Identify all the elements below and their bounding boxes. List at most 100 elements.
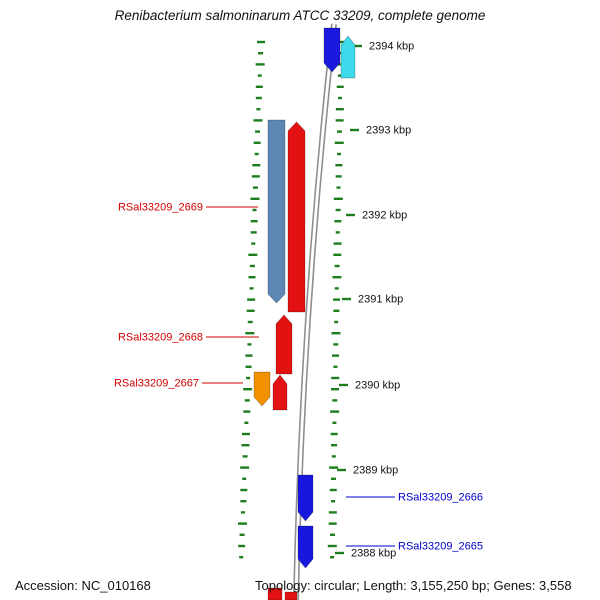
density-tick-right bbox=[333, 343, 339, 346]
gene-label[interactable]: RSal33209_2668 bbox=[118, 332, 203, 344]
density-tick-right bbox=[335, 231, 340, 234]
density-tick-right bbox=[336, 186, 341, 189]
density-tick-left bbox=[250, 231, 257, 234]
density-tick-left bbox=[247, 320, 253, 324]
ruler-major-tick bbox=[342, 297, 351, 301]
density-tick-right bbox=[336, 63, 346, 66]
density-tick-left bbox=[253, 119, 263, 122]
density-tick-left bbox=[248, 276, 256, 279]
density-tick-right bbox=[331, 376, 340, 380]
density-tick-right bbox=[335, 119, 344, 122]
density-tick-right bbox=[333, 253, 342, 256]
density-tick-right bbox=[334, 320, 339, 324]
density-tick-left bbox=[241, 444, 250, 447]
density-tick-right bbox=[332, 354, 340, 357]
density-tick-right bbox=[335, 164, 343, 167]
density-tick-right bbox=[336, 130, 342, 133]
density-tick-right bbox=[331, 455, 336, 458]
accession-text: Accession: NC_010168 bbox=[15, 578, 151, 593]
density-tick-left bbox=[240, 466, 250, 469]
ruler-major-tick bbox=[339, 383, 348, 387]
density-tick-right bbox=[333, 298, 341, 301]
gene-arrow-RSal33209_2665[interactable] bbox=[297, 525, 314, 569]
gene-label[interactable]: RSal33209_2666 bbox=[398, 492, 483, 504]
density-tick-left bbox=[240, 500, 247, 503]
density-tick-left bbox=[252, 164, 261, 167]
gene-arrow-RSal33209_2669[interactable] bbox=[287, 121, 306, 313]
gene-arrow-bottom-partial-2[interactable] bbox=[284, 591, 298, 600]
density-tick-right bbox=[337, 152, 342, 156]
ruler-major-tick bbox=[350, 128, 359, 132]
density-tick-right bbox=[330, 410, 340, 413]
density-tick-left bbox=[246, 376, 251, 380]
density-tick-left bbox=[255, 96, 262, 100]
density-tick-right bbox=[328, 511, 337, 514]
density-tick-right bbox=[331, 444, 338, 447]
density-tick-right bbox=[335, 208, 341, 212]
density-tick-left bbox=[253, 141, 261, 144]
gene-arrow-small-red-unlabeled[interactable] bbox=[272, 374, 288, 411]
gene-arrow-RSal33209_2666[interactable] bbox=[297, 474, 314, 522]
density-tick-left bbox=[245, 332, 255, 335]
density-tick-left bbox=[249, 287, 254, 290]
density-tick-right bbox=[335, 108, 344, 111]
density-tick-right bbox=[328, 522, 337, 525]
density-tick-right bbox=[330, 477, 336, 480]
density-tick-right bbox=[327, 544, 337, 548]
density-tick-right bbox=[332, 399, 338, 402]
ruler-label: 2394 kbp bbox=[369, 41, 414, 53]
gene-label[interactable]: RSal33209_2669 bbox=[118, 202, 203, 214]
density-tick-right bbox=[335, 175, 342, 178]
density-tick-right bbox=[337, 74, 343, 77]
density-tick-left bbox=[250, 197, 260, 200]
gene-arrow-RSal33209_2668[interactable] bbox=[275, 314, 293, 375]
density-tick-left bbox=[243, 410, 251, 413]
density-tick-left bbox=[240, 511, 245, 514]
density-tick-right bbox=[336, 85, 344, 88]
ruler-major-tick bbox=[337, 468, 346, 472]
density-tick-right bbox=[333, 309, 340, 312]
density-tick-left bbox=[251, 175, 260, 178]
density-tick-left bbox=[244, 421, 249, 424]
density-tick-right bbox=[329, 466, 339, 469]
gene-arrow-RSal33209_2667[interactable] bbox=[253, 371, 271, 407]
density-tick-right bbox=[333, 197, 343, 200]
density-tick-right bbox=[329, 488, 337, 492]
density-tick-left bbox=[255, 130, 261, 133]
ruler-label: 2393 kbp bbox=[366, 125, 411, 137]
gene-label[interactable]: RSal33209_2665 bbox=[398, 541, 483, 553]
gene-arrow-bottom-partial-1[interactable] bbox=[267, 587, 283, 600]
density-tick-left bbox=[257, 40, 265, 44]
density-tick-left bbox=[247, 343, 252, 346]
density-tick-right bbox=[334, 287, 339, 290]
gene-arrow-top-reverse[interactable] bbox=[323, 27, 341, 73]
density-tick-left bbox=[241, 432, 250, 436]
density-tick-left bbox=[238, 544, 246, 548]
density-tick-left bbox=[245, 365, 252, 368]
density-tick-left bbox=[248, 253, 258, 256]
density-tick-right bbox=[329, 533, 335, 536]
density-tick-left bbox=[239, 533, 245, 536]
gene-arrow-unlabeled-steelblue[interactable] bbox=[267, 119, 286, 304]
density-tick-right bbox=[330, 432, 338, 436]
ruler-label: 2389 kbp bbox=[353, 465, 398, 477]
density-tick-left bbox=[243, 388, 253, 391]
density-tick-right bbox=[338, 40, 344, 44]
ruler-label: 2391 kbp bbox=[358, 294, 403, 306]
density-tick-left bbox=[250, 220, 258, 223]
density-tick-left bbox=[255, 85, 263, 88]
density-tick-right bbox=[334, 220, 342, 223]
density-tick-left bbox=[242, 455, 248, 458]
density-tick-left bbox=[242, 477, 247, 480]
density-tick-left bbox=[239, 556, 244, 559]
gene-label[interactable]: RSal33209_2667 bbox=[114, 378, 199, 390]
ruler-label: 2392 kbp bbox=[362, 210, 407, 222]
gene-arrow-top-forward[interactable] bbox=[340, 35, 356, 79]
density-tick-left bbox=[256, 108, 261, 111]
density-tick-right bbox=[330, 556, 335, 559]
density-tick-right bbox=[333, 365, 338, 368]
density-tick-left bbox=[257, 74, 262, 77]
density-tick-left bbox=[244, 399, 250, 402]
